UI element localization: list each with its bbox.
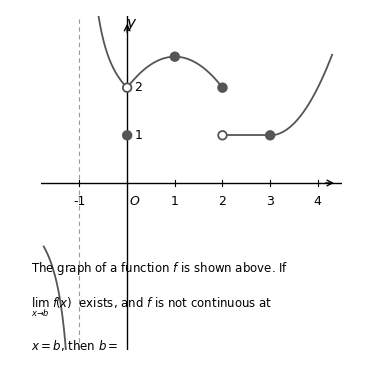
Text: $x = b$, then $b =$: $x = b$, then $b =$	[31, 338, 118, 353]
Text: y: y	[126, 16, 136, 31]
Text: 1: 1	[171, 195, 179, 208]
Text: $\lim_{x \to b}$ $f\!\left( x \right)$  exists, and $f$ is not continuous at: $\lim_{x \to b}$ $f\!\left( x \right)$ e…	[31, 296, 272, 319]
Text: 2: 2	[134, 81, 142, 94]
Circle shape	[123, 131, 131, 140]
Text: 3: 3	[266, 195, 274, 208]
Text: 4: 4	[314, 195, 322, 208]
Circle shape	[218, 131, 227, 140]
Text: O: O	[129, 195, 139, 208]
Text: The graph of a function $f$ is shown above. If: The graph of a function $f$ is shown abo…	[31, 260, 288, 277]
Circle shape	[123, 83, 131, 92]
Circle shape	[266, 131, 275, 140]
Circle shape	[170, 52, 179, 61]
Text: -1: -1	[73, 195, 86, 208]
Text: 1: 1	[134, 129, 142, 142]
Circle shape	[218, 83, 227, 92]
Text: 2: 2	[219, 195, 226, 208]
